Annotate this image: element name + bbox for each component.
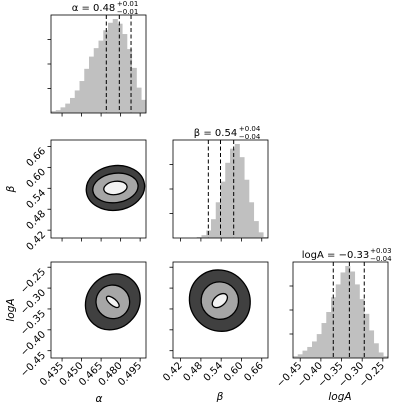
y-axis-label-beta: β	[5, 185, 17, 193]
hist-bar	[93, 48, 99, 113]
hist-bar	[136, 87, 142, 113]
hist-bar	[141, 99, 147, 113]
hist-bar	[263, 237, 269, 238]
hist-bar	[307, 346, 313, 358]
hist-bar	[79, 81, 85, 113]
y-axis-label-logA: logA	[5, 298, 17, 321]
hist-bar	[196, 237, 202, 238]
hist-bar	[108, 22, 114, 113]
title-sup-logA: +0.03	[370, 247, 391, 255]
y-tick-label-beta: 0.66	[25, 146, 49, 170]
title-sub-alpha: −0.01	[117, 8, 138, 16]
hist-bar	[350, 271, 356, 358]
title-sup-beta: +0.04	[239, 125, 261, 133]
hist-bar	[84, 68, 90, 113]
axes-alpha-logA	[50, 261, 147, 359]
title-sup-alpha: +0.01	[117, 0, 138, 8]
hist-bar	[131, 67, 137, 113]
hist-bar	[201, 235, 207, 238]
hist-bar	[345, 266, 351, 358]
x-tick-label-beta: 0.66	[242, 360, 266, 384]
title-sub-beta: −0.04	[239, 133, 261, 141]
hist-bar	[55, 110, 61, 113]
hist-bar	[378, 352, 384, 358]
hist-bar	[51, 111, 57, 113]
hist-bar	[65, 103, 71, 113]
hist-bar	[253, 221, 259, 238]
x-axis-label-logA: logA	[328, 391, 351, 403]
title-logA: logA = −0.33	[302, 250, 369, 261]
contours-alpha-beta	[85, 164, 146, 212]
hist-bar	[211, 219, 217, 238]
y-tick-label-beta: 0.60	[25, 167, 49, 191]
contours-alpha-logA	[84, 273, 141, 331]
x-tick-label-beta: 0.60	[222, 360, 246, 384]
contour-level-1	[105, 295, 120, 309]
hist-bar	[293, 356, 299, 358]
hist-bar	[312, 341, 318, 358]
hist-bar	[359, 299, 365, 358]
hist-bar	[244, 179, 250, 238]
hist-bar	[117, 23, 123, 114]
hist-bar	[225, 162, 231, 238]
hist-bar	[74, 90, 80, 113]
hist-bar	[230, 148, 236, 238]
hist-bar	[316, 334, 322, 358]
hist-bar	[98, 40, 104, 114]
hist-bar	[326, 312, 332, 358]
y-tick-label-beta: 0.48	[25, 209, 49, 233]
hist-bar	[297, 354, 303, 358]
hist-bar	[234, 144, 240, 238]
x-tick-label-beta: 0.54	[202, 360, 226, 384]
y-tick-label-beta: 0.54	[25, 188, 49, 212]
hist-bar	[70, 97, 76, 113]
hist-bar	[340, 272, 346, 358]
x-axis-label-beta: β	[216, 391, 224, 403]
hist-bar	[364, 313, 370, 358]
x-tick-label-beta: 0.48	[181, 360, 205, 384]
hist-bar	[112, 19, 118, 113]
hist-bar	[239, 157, 245, 238]
hist-bar	[373, 343, 379, 358]
contour-level-1	[211, 292, 229, 309]
title-beta: β = 0.54	[194, 128, 237, 139]
hist-bar	[369, 330, 375, 358]
hist-bar	[60, 107, 66, 113]
title-sub-logA: −0.04	[370, 255, 392, 263]
hist-bar	[103, 30, 109, 114]
axes-beta-logA	[172, 261, 269, 359]
hist-beta	[196, 140, 269, 238]
x-tick-label-beta: 0.42	[161, 360, 185, 384]
contour-level-1	[103, 180, 128, 196]
hist-logA	[293, 262, 389, 358]
hist-bar	[354, 284, 360, 358]
hist-bar	[220, 181, 226, 238]
hist-bar	[89, 56, 95, 113]
hist-bar	[383, 356, 389, 358]
hist-bar	[122, 34, 128, 113]
hist-bar	[127, 49, 133, 113]
x-axis-label-alpha: α	[96, 393, 103, 405]
axes-alpha-beta	[50, 139, 147, 239]
hist-alpha	[51, 15, 147, 114]
hist-bar	[335, 284, 341, 358]
hist-bar	[249, 202, 255, 238]
y-tick-label-beta: 0.42	[25, 229, 49, 253]
contours-beta-logA	[188, 269, 251, 332]
hist-bar	[321, 323, 327, 358]
hist-bar	[215, 202, 221, 238]
hist-bar	[302, 350, 308, 358]
hist-bar	[258, 232, 264, 238]
title-alpha: α = 0.48	[72, 3, 116, 14]
